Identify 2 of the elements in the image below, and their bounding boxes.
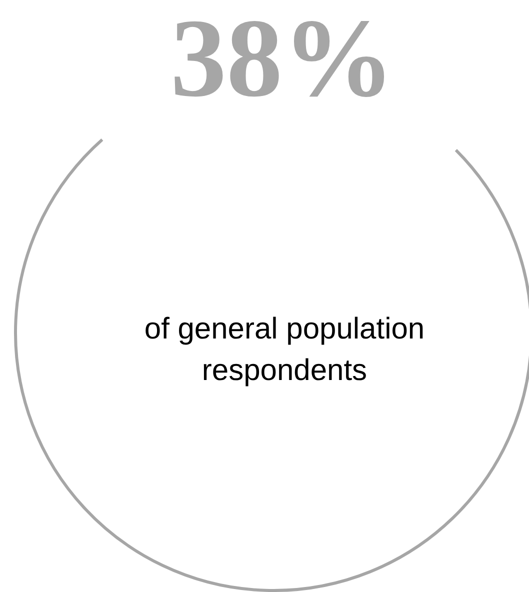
data-label: 38%: [170, 0, 394, 120]
text: of general population respondents: [144, 312, 425, 387]
